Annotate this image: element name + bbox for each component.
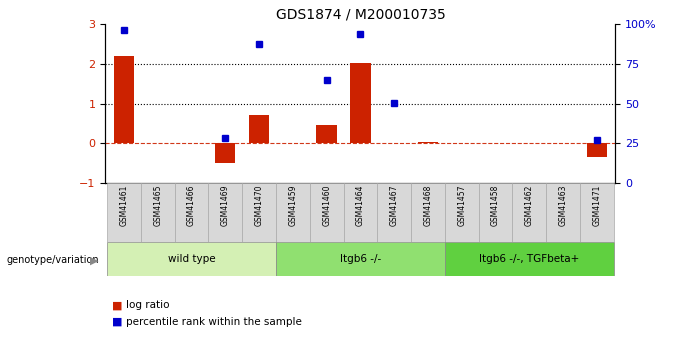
Bar — [445, 183, 479, 242]
Bar — [107, 183, 141, 242]
Text: GSM41467: GSM41467 — [390, 185, 398, 226]
Bar — [445, 241, 614, 276]
Text: Itgb6 -/-, TGFbeta+: Itgb6 -/-, TGFbeta+ — [479, 254, 579, 264]
Text: ▶: ▶ — [90, 256, 99, 265]
Bar — [343, 183, 377, 242]
Bar — [114, 56, 134, 143]
Bar — [513, 183, 546, 242]
Bar — [208, 183, 242, 242]
Text: GSM41457: GSM41457 — [457, 185, 466, 226]
Bar — [141, 183, 175, 242]
Bar — [107, 241, 276, 276]
Text: GSM41458: GSM41458 — [491, 185, 500, 226]
Bar — [580, 183, 614, 242]
Text: ■: ■ — [112, 317, 122, 326]
Bar — [309, 183, 343, 242]
Bar — [276, 241, 445, 276]
Bar — [242, 183, 276, 242]
Bar — [411, 183, 445, 242]
Bar — [215, 143, 235, 163]
Bar — [276, 183, 309, 242]
Text: GSM41464: GSM41464 — [356, 185, 365, 226]
Text: GSM41470: GSM41470 — [254, 185, 264, 226]
Text: GSM41468: GSM41468 — [424, 185, 432, 226]
Bar — [479, 183, 513, 242]
Text: GSM41465: GSM41465 — [153, 185, 163, 226]
Text: GSM41466: GSM41466 — [187, 185, 196, 226]
Text: wild type: wild type — [168, 254, 216, 264]
Text: GSM41463: GSM41463 — [558, 185, 568, 226]
Text: genotype/variation: genotype/variation — [7, 256, 99, 265]
Text: GSM41471: GSM41471 — [592, 185, 601, 226]
Text: log ratio: log ratio — [126, 300, 169, 310]
Text: GSM41461: GSM41461 — [120, 185, 129, 226]
Text: ■: ■ — [112, 300, 122, 310]
Bar — [377, 183, 411, 242]
Text: percentile rank within the sample: percentile rank within the sample — [126, 317, 302, 326]
Text: Itgb6 -/-: Itgb6 -/- — [340, 254, 381, 264]
Bar — [418, 142, 438, 143]
Text: GSM41459: GSM41459 — [288, 185, 297, 226]
Bar — [587, 143, 607, 157]
Bar — [546, 183, 580, 242]
Bar — [249, 115, 269, 143]
Bar — [316, 125, 337, 143]
Text: GSM41460: GSM41460 — [322, 185, 331, 226]
Title: GDS1874 / M200010735: GDS1874 / M200010735 — [275, 8, 445, 22]
Text: GSM41462: GSM41462 — [525, 185, 534, 226]
Bar — [175, 183, 208, 242]
Bar — [350, 63, 371, 143]
Text: GSM41469: GSM41469 — [221, 185, 230, 226]
